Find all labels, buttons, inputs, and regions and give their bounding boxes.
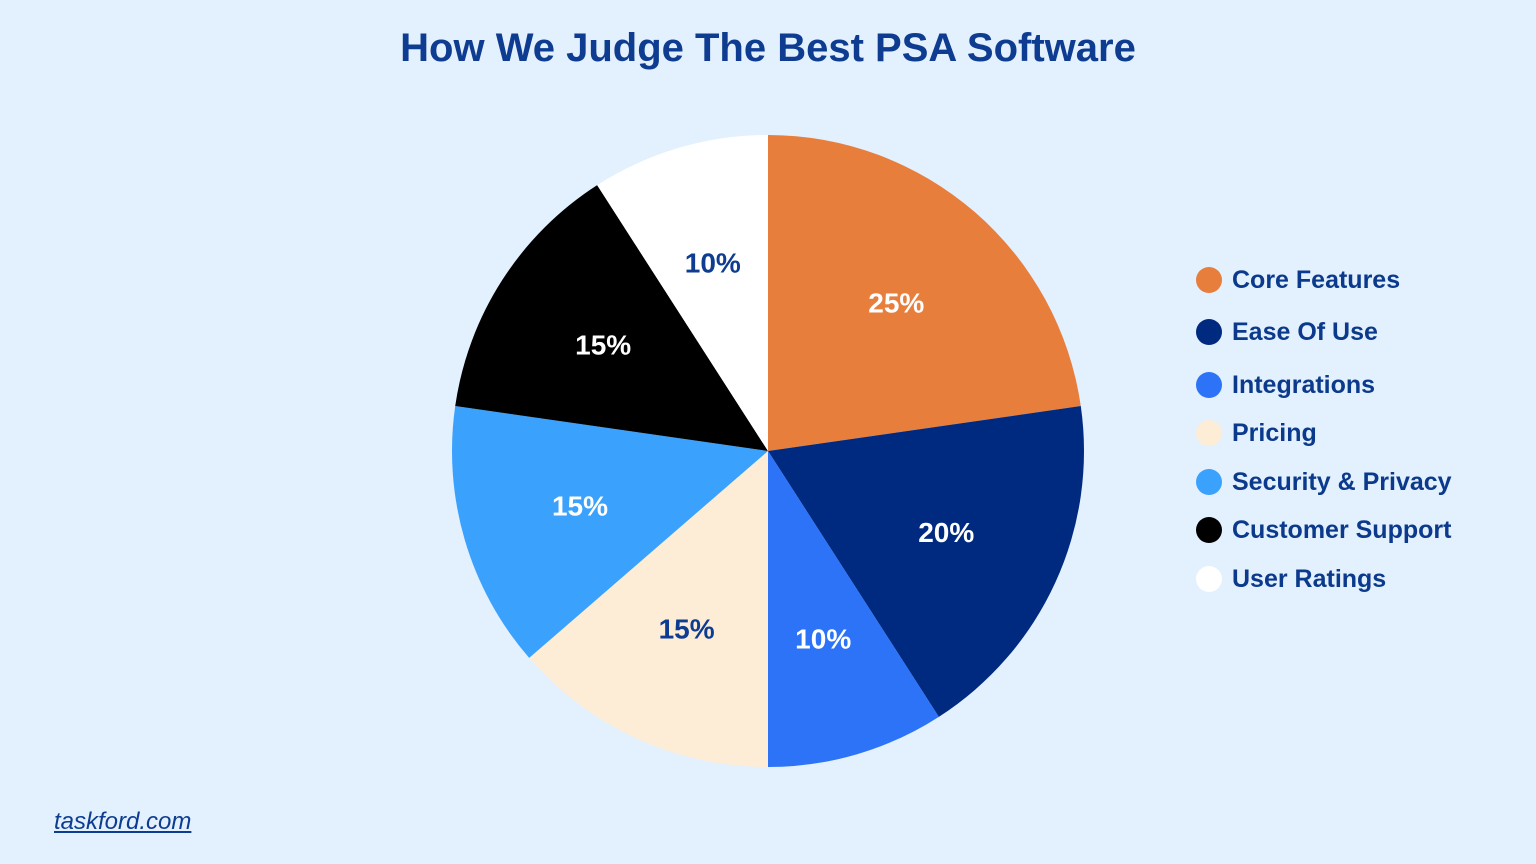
slice-value-label: 25% [868, 287, 924, 318]
slice-value-label: 15% [575, 330, 631, 361]
pie-slice-integrations [768, 451, 939, 767]
slice-value-label: 15% [552, 491, 608, 522]
pie-slice-core-features [768, 135, 1081, 451]
pie-slice-pricing [529, 451, 768, 767]
slice-value-label: 10% [685, 248, 741, 279]
slice-value-label: 15% [659, 614, 715, 645]
pie-slice-ease-of-use [768, 406, 1084, 717]
slice-value-label: 10% [795, 623, 851, 654]
slice-value-label: 20% [918, 517, 974, 548]
pie-slice-security-privacy [452, 406, 768, 658]
source-link[interactable]: taskford.com [54, 808, 192, 835]
chart-title: How We Judge The Best PSA Software [400, 26, 1136, 70]
pie-slice-user-ratings [597, 135, 768, 451]
pie-slice-customer-support [455, 185, 768, 451]
